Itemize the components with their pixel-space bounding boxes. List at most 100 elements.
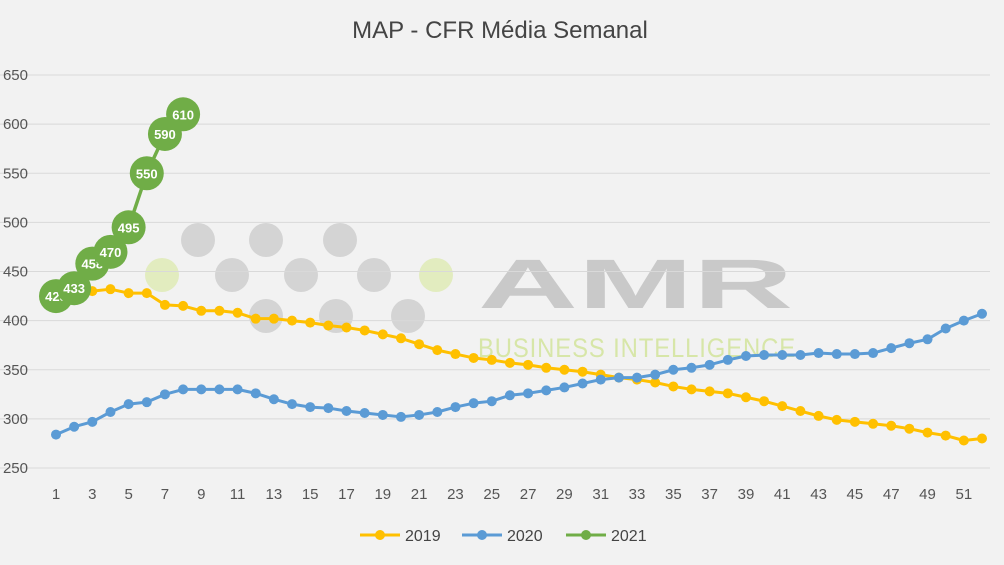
- chart-title: MAP - CFR Média Semanal: [352, 17, 648, 44]
- x-tick-label: 9: [197, 486, 205, 503]
- data-point-2020: [523, 388, 534, 399]
- data-point-2019: [940, 430, 951, 441]
- data-point-2020: [341, 406, 352, 417]
- y-tick-label: 250: [3, 460, 28, 477]
- data-point-2019: [323, 320, 334, 331]
- data-point-2019: [159, 299, 170, 310]
- data-point-2019: [250, 313, 261, 324]
- data-point-2019: [813, 410, 824, 421]
- legend[interactable]: 2019 2020 2021: [360, 528, 647, 545]
- data-point-2020: [577, 378, 588, 389]
- legend-marker-2021: [581, 530, 591, 540]
- data-point-2020: [977, 308, 987, 319]
- data-point-2019: [196, 305, 207, 316]
- data-point-2020: [632, 372, 643, 383]
- data-point-2020: [849, 349, 860, 360]
- data-point-2020: [595, 374, 606, 385]
- legend-label-2020: 2020: [507, 528, 543, 545]
- data-point-2020: [432, 406, 443, 417]
- data-point-2020: [196, 384, 207, 395]
- y-axis: 250 300 350 400 450 500 550 600 650: [3, 67, 28, 477]
- data-point-2020: [777, 350, 788, 361]
- data-point-2019: [305, 317, 316, 328]
- y-tick-label: 300: [3, 411, 28, 428]
- watermark-dot: [249, 299, 283, 333]
- data-point-2020: [759, 350, 770, 361]
- legend-label-2021: 2021: [611, 528, 647, 545]
- data-point-2020: [395, 411, 406, 422]
- data-point-2019: [287, 315, 298, 326]
- watermark-dot: [215, 258, 249, 292]
- data-point-2020: [51, 429, 61, 440]
- y-tick-label: 600: [3, 116, 28, 133]
- x-tick-label: 31: [592, 486, 609, 503]
- data-point-2020: [214, 384, 225, 395]
- x-tick-label: 39: [738, 486, 755, 503]
- gridlines: [0, 74, 990, 469]
- data-point-2019: [523, 359, 534, 370]
- data-point-2020: [650, 369, 661, 380]
- data-point-2019: [486, 354, 497, 365]
- legend-item-2021[interactable]: 2021: [566, 528, 647, 545]
- data-point-2020: [159, 389, 170, 400]
- data-point-2019: [577, 366, 588, 377]
- data-point-2021: [57, 271, 92, 306]
- data-point-2020: [668, 364, 679, 375]
- watermark-dot: [391, 299, 425, 333]
- data-point-2020: [559, 382, 570, 393]
- data-point-2021: [129, 156, 164, 191]
- data-point-2019: [341, 322, 352, 333]
- data-point-2020: [904, 338, 915, 349]
- data-point-2021: [93, 234, 128, 269]
- data-point-2019: [977, 433, 987, 444]
- data-point-2019: [141, 288, 152, 299]
- data-point-2019: [414, 339, 425, 350]
- data-point-2020: [886, 343, 897, 354]
- data-point-2020: [178, 384, 189, 395]
- data-point-2020: [305, 402, 316, 413]
- legend-marker-2019: [375, 530, 385, 540]
- data-point-2020: [377, 409, 388, 420]
- data-point-2019: [704, 386, 715, 397]
- x-tick-label: 13: [266, 486, 283, 503]
- data-point-2019: [214, 305, 225, 316]
- data-point-2019: [232, 307, 243, 318]
- data-label-2021: 495: [118, 220, 140, 235]
- data-point-2021: [166, 97, 201, 132]
- data-point-2019: [504, 357, 515, 368]
- x-tick-label: 43: [810, 486, 827, 503]
- series-line-2020: [55, 312, 983, 436]
- data-point-2019: [450, 349, 461, 360]
- watermark-logo: AMR BUSINESS INTELLIGENCE: [145, 223, 795, 363]
- data-point-2020: [141, 397, 152, 408]
- data-point-2020: [922, 334, 933, 345]
- watermark-brand: AMR: [478, 245, 793, 323]
- data-point-2019: [759, 396, 770, 407]
- x-tick-label: 45: [847, 486, 864, 503]
- y-tick-label: 450: [3, 264, 28, 281]
- x-tick-label: 37: [701, 486, 718, 503]
- data-point-2019: [395, 333, 406, 344]
- watermark-dot: [249, 223, 283, 257]
- data-point-2020: [268, 394, 279, 405]
- y-tick-label: 550: [3, 165, 28, 182]
- x-tick-label: 51: [955, 486, 972, 503]
- data-point-2020: [868, 348, 879, 359]
- data-point-2019: [123, 288, 134, 299]
- data-point-2019: [668, 381, 679, 392]
- data-point-2020: [232, 384, 243, 395]
- data-point-2021: [111, 210, 146, 245]
- legend-item-2019[interactable]: 2019: [360, 528, 441, 545]
- data-label-2021: 433: [63, 281, 85, 296]
- data-point-2019: [432, 345, 443, 356]
- legend-item-2020[interactable]: 2020: [462, 528, 543, 545]
- data-point-2019: [958, 435, 969, 446]
- data-point-2019: [541, 362, 552, 373]
- data-point-2019: [795, 406, 806, 417]
- data-point-2020: [486, 396, 497, 407]
- data-point-2019: [268, 313, 279, 324]
